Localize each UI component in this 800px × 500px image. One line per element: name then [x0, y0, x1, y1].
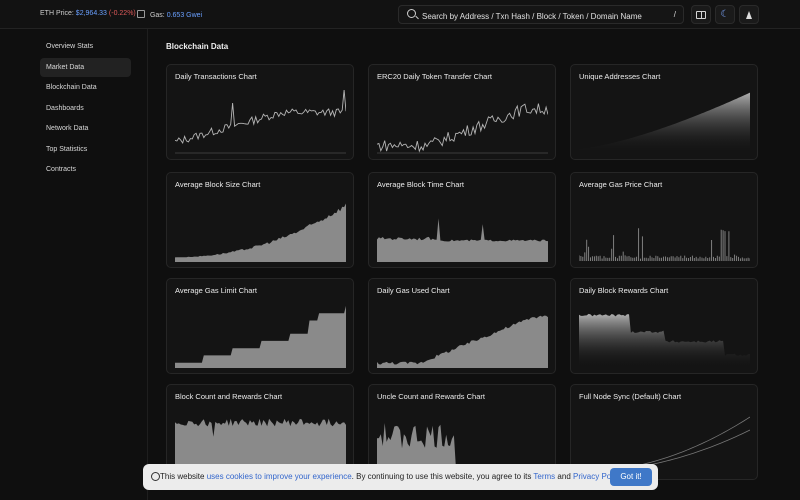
series-area: [377, 315, 548, 368]
series-area: [579, 313, 750, 368]
chart-card-title: Average Block Size Chart: [175, 180, 261, 189]
chart-card[interactable]: Unique Addresses Chart: [570, 64, 758, 160]
series-area: [377, 218, 548, 262]
accept-cookies-button[interactable]: Got it!: [610, 468, 652, 486]
cookie-policy-link[interactable]: uses cookies to improve your experience: [206, 472, 352, 481]
series-area: [175, 203, 346, 262]
top-bar: ETH Price: $2,964.33 (-0.22%) Gas: 0.653…: [0, 0, 800, 29]
sidebar-item-contracts[interactable]: Contracts: [46, 166, 76, 173]
terms-link[interactable]: Terms: [533, 472, 556, 481]
sidebar: Overview Stats Market Data Blockchain Da…: [0, 29, 148, 500]
chart-card[interactable]: Daily Transactions Chart: [166, 64, 354, 160]
search-shortcut-key: /: [673, 10, 676, 19]
chart-card[interactable]: Average Gas Price Chart: [570, 172, 758, 268]
chart-card[interactable]: Average Block Size Chart: [166, 172, 354, 268]
chart-thumbnail: [377, 315, 548, 368]
chart-card-title: Average Gas Price Chart: [579, 180, 663, 189]
chart-card-title: Average Gas Limit Chart: [175, 286, 257, 295]
series-area: [377, 423, 548, 474]
cookie-text-3: and: [557, 472, 571, 481]
search-icon: [407, 9, 416, 18]
chart-thumbnail: [377, 218, 548, 262]
eth-price-change: (-0.22%): [108, 10, 136, 17]
moon-icon: ☾: [720, 9, 730, 20]
chart-card[interactable]: ERC20 Daily Token Transfer Chart: [368, 64, 556, 160]
chart-thumbnail: [175, 418, 346, 474]
network-selector-button[interactable]: [739, 5, 759, 24]
sidebar-item-market-data[interactable]: Market Data: [40, 58, 131, 77]
series-area: [377, 103, 548, 153]
book-icon: [696, 10, 706, 19]
series-area: [579, 92, 750, 154]
search-input[interactable]: [420, 8, 672, 24]
chart-thumbnail: [377, 423, 548, 474]
chart-card[interactable]: Average Gas Limit Chart: [166, 278, 354, 374]
eth-price-label: ETH Price:: [40, 10, 74, 17]
sidebar-item-dashboards[interactable]: Dashboards: [46, 105, 84, 112]
sidebar-item-network-data[interactable]: Network Data: [46, 125, 89, 132]
eth-price-value[interactable]: $2,964.33: [75, 10, 107, 17]
chart-card-title: Daily Gas Used Chart: [377, 286, 450, 295]
chart-thumbnail: [579, 313, 750, 368]
chart-thumbnail: [175, 203, 346, 262]
chart-thumbnail: [175, 90, 346, 154]
chart-card[interactable]: Average Block Time Chart: [368, 172, 556, 268]
series-area: [175, 418, 346, 474]
chart-thumbnail: [175, 305, 346, 368]
chart-card-title: Block Count and Rewards Chart: [175, 392, 283, 401]
ethereum-icon: [746, 10, 752, 19]
chart-card-title: Unique Addresses Chart: [579, 72, 661, 81]
reader-mode-button[interactable]: [691, 5, 711, 24]
chart-card-title: Average Block Time Chart: [377, 180, 464, 189]
cookie-banner: This website uses cookies to improve you…: [143, 464, 658, 490]
search-box[interactable]: /: [398, 5, 684, 24]
section-title: Blockchain Data: [166, 42, 229, 51]
dark-mode-toggle[interactable]: ☾: [715, 5, 735, 24]
series-area: [175, 90, 346, 145]
chart-thumbnail: [377, 103, 548, 154]
gas-value[interactable]: 0.653 Gwei: [166, 12, 203, 19]
cookie-text-2: . By continuing to use this website, you…: [351, 472, 532, 481]
chart-card-title: Uncle Count and Rewards Chart: [377, 392, 485, 401]
chart-card[interactable]: Daily Gas Used Chart: [368, 278, 556, 374]
privacy-policy-link[interactable]: Privacy Policy: [573, 472, 623, 481]
chart-card-title: ERC20 Daily Token Transfer Chart: [377, 72, 492, 81]
gas-price: Gas: 0.653 Gwei: [137, 10, 202, 19]
chart-thumbnail: [579, 228, 750, 261]
sidebar-item-blockchain-data[interactable]: Blockchain Data: [46, 84, 97, 91]
gas-label: Gas:: [149, 12, 165, 19]
chart-thumbnail: [579, 92, 750, 154]
sidebar-item-top-statistics[interactable]: Top Statistics: [46, 146, 88, 153]
chart-card-title: Daily Transactions Chart: [175, 72, 257, 81]
eth-price: ETH Price: $2,964.33 (-0.22%): [40, 10, 136, 17]
sidebar-item-overview-stats[interactable]: Overview Stats: [46, 43, 94, 50]
chart-card-title: Daily Block Rewards Chart: [579, 286, 669, 295]
chart-card-title: Full Node Sync (Default) Chart: [579, 392, 682, 401]
cookie-icon: [151, 472, 160, 481]
series-area: [579, 228, 750, 261]
gas-pump-icon: [137, 10, 145, 18]
chart-card[interactable]: Daily Block Rewards Chart: [570, 278, 758, 374]
series-area: [175, 305, 346, 368]
cookie-text-1: This website: [160, 472, 205, 481]
cookie-text: This website uses cookies to improve you…: [160, 472, 624, 481]
